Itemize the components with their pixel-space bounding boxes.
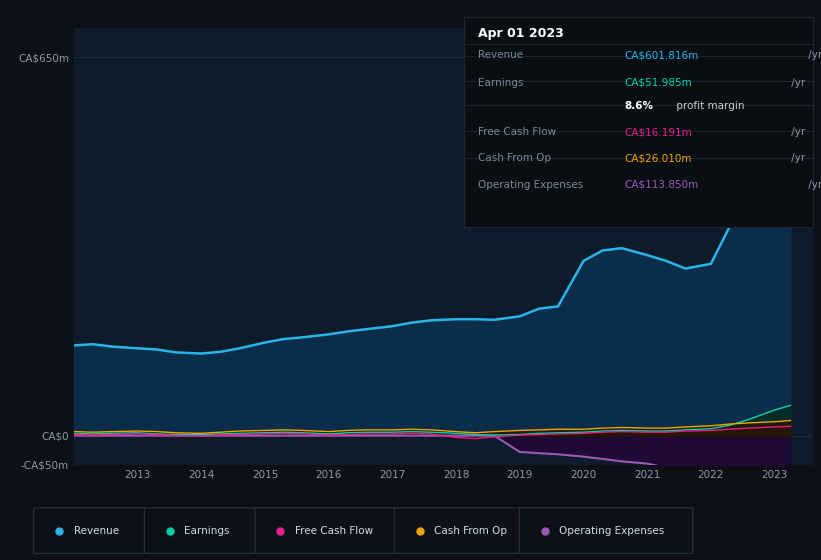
Text: CA$601.816m: CA$601.816m [624, 50, 699, 60]
FancyBboxPatch shape [144, 508, 256, 553]
Text: CA$16.191m: CA$16.191m [624, 127, 692, 137]
Text: /yr: /yr [788, 127, 805, 137]
FancyBboxPatch shape [394, 508, 521, 553]
Text: Cash From Op: Cash From Op [434, 526, 507, 535]
Text: /yr: /yr [805, 50, 821, 60]
Text: Free Cash Flow: Free Cash Flow [478, 127, 556, 137]
Text: Earnings: Earnings [478, 78, 523, 88]
Text: Revenue: Revenue [478, 50, 523, 60]
Text: Operating Expenses: Operating Expenses [478, 180, 583, 189]
FancyBboxPatch shape [255, 508, 396, 553]
Text: Cash From Op: Cash From Op [478, 153, 551, 164]
Text: /yr: /yr [788, 78, 805, 88]
FancyBboxPatch shape [520, 508, 693, 553]
Text: /yr: /yr [805, 180, 821, 189]
Text: profit margin: profit margin [673, 101, 745, 111]
Text: Revenue: Revenue [74, 526, 119, 535]
FancyBboxPatch shape [34, 508, 146, 553]
Text: Apr 01 2023: Apr 01 2023 [478, 27, 563, 40]
Text: CA$113.850m: CA$113.850m [624, 180, 699, 189]
Text: CA$26.010m: CA$26.010m [624, 153, 692, 164]
Text: /yr: /yr [788, 153, 805, 164]
Text: Operating Expenses: Operating Expenses [559, 526, 664, 535]
Text: Earnings: Earnings [184, 526, 230, 535]
Text: CA$51.985m: CA$51.985m [624, 78, 692, 88]
Text: Free Cash Flow: Free Cash Flow [295, 526, 373, 535]
Text: 8.6%: 8.6% [624, 101, 654, 111]
